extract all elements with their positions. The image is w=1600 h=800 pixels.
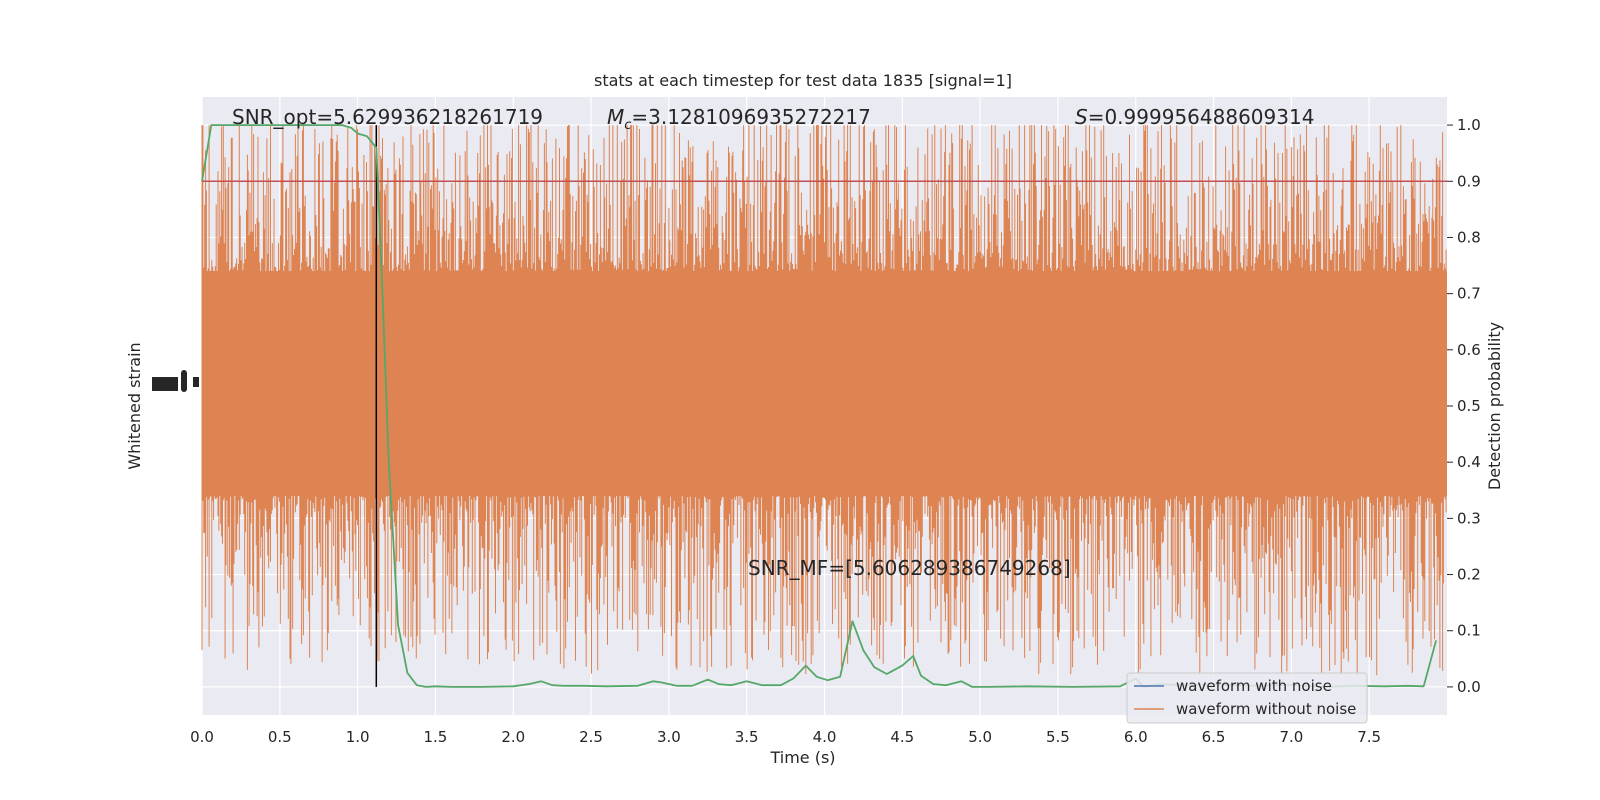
legend-box <box>1126 672 1368 724</box>
x-tick-label: 7.0 <box>1279 728 1303 746</box>
y-axis-label-right: Detection probability <box>1485 322 1504 490</box>
x-tick-label: 1.0 <box>346 728 370 746</box>
legend-label-without-noise: waveform without noise <box>1176 700 1356 718</box>
x-tick-label: 6.5 <box>1202 728 1226 746</box>
y-tick-label: 0.5 <box>1457 397 1481 415</box>
y-tick-label: 0.2 <box>1457 566 1481 584</box>
y-tick-label: 0.7 <box>1457 285 1481 303</box>
y-tick-label: 0.0 <box>1457 678 1481 696</box>
x-tick-label: 4.5 <box>890 728 914 746</box>
y-tick-label: 0.4 <box>1457 453 1481 471</box>
x-tick-label: 0.5 <box>268 728 292 746</box>
right-axis-ticks: 0.0 0.1 0.2 0.3 0.4 0.5 0.6 0.7 0.8 0.9 1.0 <box>1447 116 1481 696</box>
overlay-lines <box>202 125 1447 687</box>
left-tick-clutter-mark <box>193 377 199 387</box>
left-tick-clutter-block <box>152 377 178 391</box>
x-tick-label: 3.5 <box>735 728 759 746</box>
chart-title: stats at each timestep for test data 183… <box>594 71 1012 90</box>
y-tick-label: 0.6 <box>1457 341 1481 359</box>
y-tick-label: 0.3 <box>1457 509 1481 527</box>
y-axis-label-left: Whitened strain <box>125 342 144 469</box>
strain-series <box>201 125 1447 676</box>
legend-label-with-noise: waveform with noise <box>1176 677 1332 695</box>
x-tick-label: 6.0 <box>1124 728 1148 746</box>
x-tick-label: 0.0 <box>190 728 214 746</box>
chirp-mass-annotation: Mc=3.1281096935272217 <box>607 105 871 133</box>
statistic-annotation: S=0.999956488609314 <box>1075 105 1314 129</box>
chirp-mass-subscript: c <box>624 118 631 133</box>
snr-opt-annotation: SNR_opt=5.629936218261719 <box>232 105 543 129</box>
x-tick-label: 5.0 <box>968 728 992 746</box>
y-tick-label: 0.9 <box>1457 172 1481 190</box>
x-tick-label: 3.0 <box>657 728 681 746</box>
y-tick-label: 0.8 <box>1457 228 1481 246</box>
left-axis-overlapping-ticks <box>152 370 199 392</box>
x-tick-label: 7.5 <box>1357 728 1381 746</box>
x-tick-label: 1.5 <box>424 728 448 746</box>
strain-spikes <box>201 125 1447 676</box>
statistic-value: =0.999956488609314 <box>1088 105 1315 129</box>
x-axis-label: Time (s) <box>769 748 835 767</box>
x-axis-ticks: 0.0 0.5 1.0 1.5 2.0 2.5 3.0 3.5 4.0 4.5 5.0 5.5 6.0 6… <box>190 728 1381 746</box>
y-tick-label: 1.0 <box>1457 116 1481 134</box>
snr-mf-annotation: SNR_MF=[5.606289386749268] <box>748 556 1071 580</box>
x-tick-label: 2.0 <box>501 728 525 746</box>
statistic-symbol: S <box>1075 105 1088 129</box>
chirp-mass-symbol: M <box>607 105 624 129</box>
x-tick-label: 5.5 <box>1046 728 1070 746</box>
x-tick-label: 2.5 <box>579 728 603 746</box>
legend: waveform with noise waveform without noi… <box>1126 672 1368 724</box>
y-tick-label: 0.1 <box>1457 622 1481 640</box>
chirp-mass-value: =3.1281096935272217 <box>631 105 870 129</box>
x-tick-label: 4.0 <box>813 728 837 746</box>
left-tick-clutter-glyph <box>181 370 187 392</box>
